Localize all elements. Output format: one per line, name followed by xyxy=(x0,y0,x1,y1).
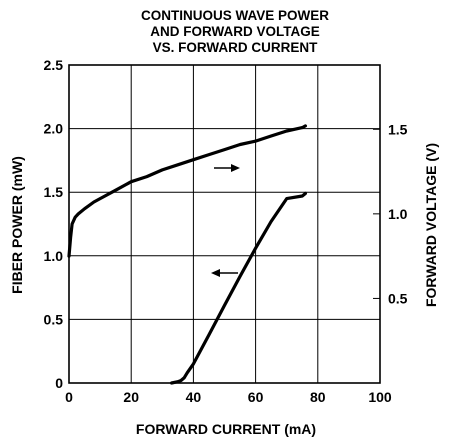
y-left-tick-label: 0 xyxy=(55,375,63,391)
series xyxy=(67,124,307,385)
arrow-right-head xyxy=(231,164,240,172)
plot-frame xyxy=(68,64,381,384)
y-right-tick-label: 1.5 xyxy=(388,121,408,137)
y-left-tick-label: 0.5 xyxy=(44,311,64,327)
x-tick-label: 60 xyxy=(248,389,264,405)
arrow-left-head xyxy=(211,269,220,277)
y-left-tick-label: 2.5 xyxy=(44,57,64,73)
gridlines xyxy=(69,65,380,383)
x-tick-label: 100 xyxy=(368,389,392,405)
x-axis-label: FORWARD CURRENT (mA) xyxy=(136,421,316,437)
chart-title-line-3: VS. FORWARD CURRENT xyxy=(153,40,319,55)
y-left-tick-label: 1.5 xyxy=(44,184,64,200)
power-curve xyxy=(170,191,307,385)
x-tick-label: 0 xyxy=(65,389,73,405)
tick-labels: 0 20 40 60 80 100 0 0.5 1.0 1.5 2.0 2.5 0.5 1.0 1.5 xyxy=(44,57,408,405)
voltage-curve xyxy=(67,124,307,258)
x-tick-label: 80 xyxy=(310,389,326,405)
y-axis-right-label: FORWARD VOLTAGE (V) xyxy=(423,143,439,307)
y-right-tick-label: 1.0 xyxy=(388,206,408,222)
annotations xyxy=(211,164,240,277)
chart-title: CONTINUOUS WAVE POWER AND FORWARD VOLTAG… xyxy=(141,8,329,55)
chart-title-line-1: CONTINUOUS WAVE POWER xyxy=(141,8,329,23)
x-tick-label: 40 xyxy=(186,389,202,405)
y-axis-left-label: FIBER POWER (mW) xyxy=(9,156,25,294)
x-tick-label: 20 xyxy=(123,389,139,405)
y-left-tick-label: 2.0 xyxy=(44,121,64,137)
chart-title-line-2: AND FORWARD VOLTAGE xyxy=(150,24,320,39)
y-left-tick-label: 1.0 xyxy=(44,248,64,264)
y-right-tick-label: 0.5 xyxy=(388,290,408,306)
